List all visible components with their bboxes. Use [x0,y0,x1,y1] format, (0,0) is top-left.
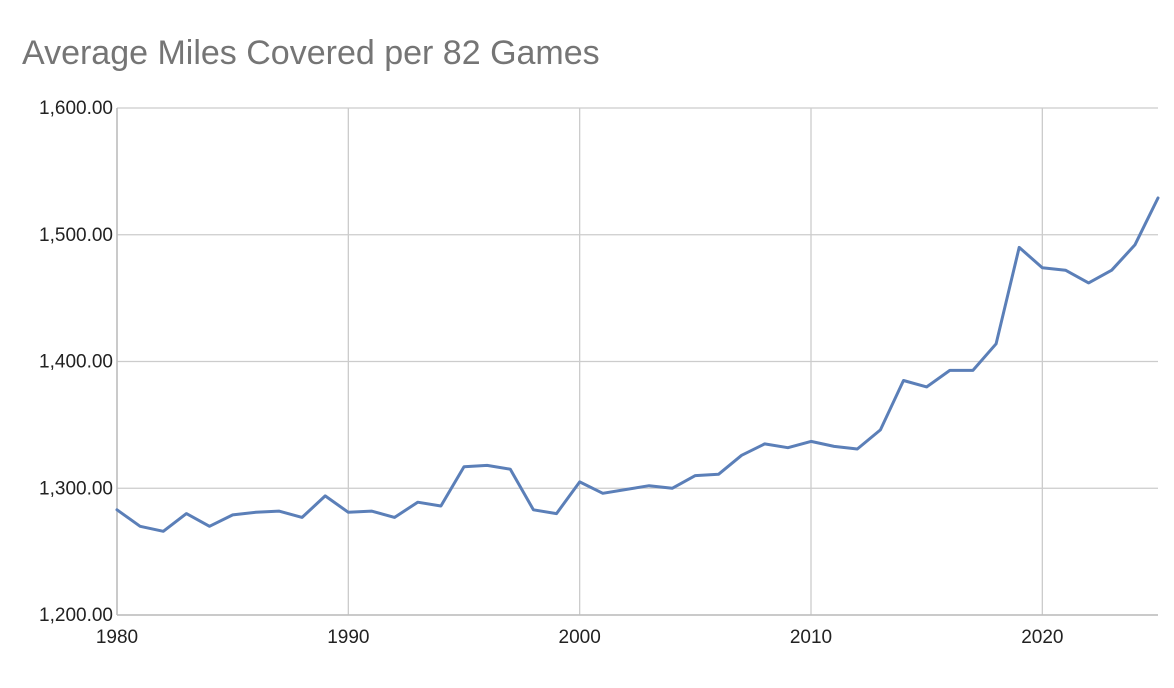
series-lines [115,196,1160,533]
y-tick-label: 1,200.00 [39,605,113,626]
chart-title: Average Miles Covered per 82 Games [22,34,600,72]
series-line [115,196,1160,533]
y-tick-label: 1,300.00 [39,478,113,499]
gridlines [116,107,1158,616]
y-tick-label: 1,600.00 [39,98,113,119]
y-tick-label: 1,500.00 [39,225,113,246]
x-tick-label: 2010 [790,627,832,648]
x-tick-label: 1980 [96,627,138,648]
x-tick-label: 1990 [327,627,369,648]
y-tick-label: 1,400.00 [39,352,113,373]
axes [116,108,1158,616]
x-tick-label: 2000 [559,627,601,648]
tick-labels: 1,200.00 1,300.00 1,400.00 1,500.00 1,600.00… [39,98,1063,648]
x-tick-label: 2020 [1021,627,1063,648]
